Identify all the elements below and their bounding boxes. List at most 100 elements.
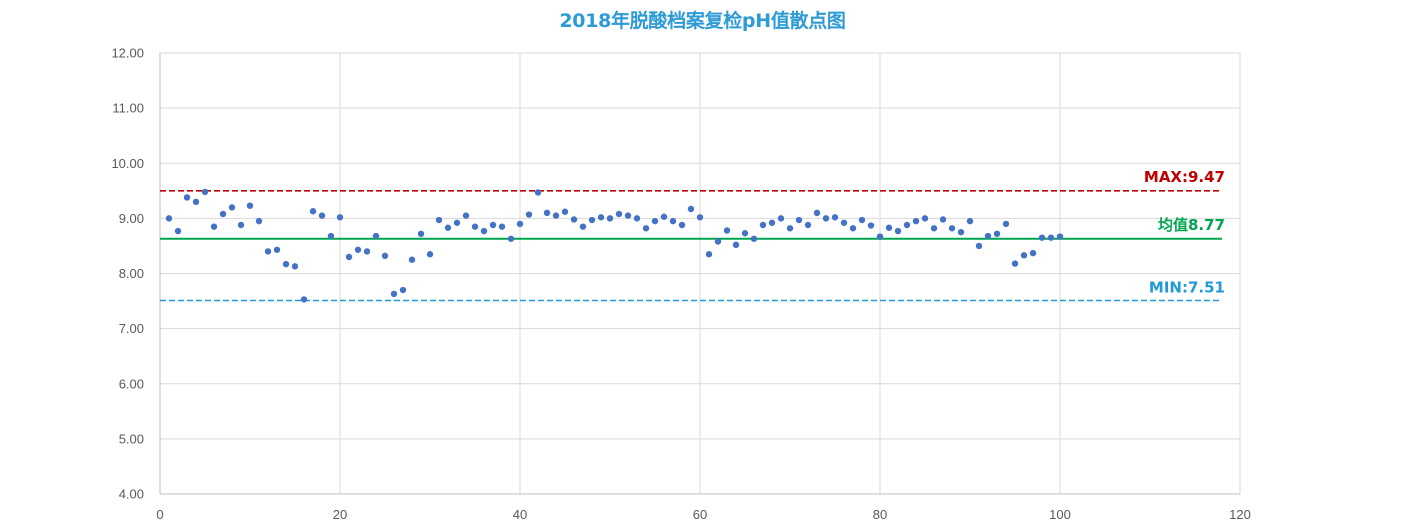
data-point bbox=[255, 217, 263, 225]
data-point bbox=[516, 220, 524, 228]
data-point bbox=[867, 222, 875, 229]
data-point bbox=[534, 189, 542, 196]
data-point bbox=[570, 216, 578, 223]
data-point bbox=[165, 215, 173, 222]
data-point bbox=[219, 210, 227, 218]
data-point bbox=[453, 219, 461, 226]
chart-title: 2018年脱酸档案复检pH值散点图 bbox=[559, 10, 846, 32]
data-point bbox=[840, 219, 848, 226]
mean-reference-label: 均值8.77 bbox=[1158, 216, 1225, 234]
data-point bbox=[498, 223, 506, 230]
x-tick-label: 100 bbox=[1049, 507, 1071, 522]
data-point bbox=[192, 198, 200, 206]
data-point bbox=[1020, 252, 1028, 259]
grid-lines bbox=[160, 52, 1241, 494]
data-point bbox=[543, 209, 551, 217]
data-point bbox=[750, 235, 758, 242]
data-point bbox=[714, 238, 722, 245]
data-point bbox=[183, 194, 191, 201]
x-tick-label: 20 bbox=[333, 507, 347, 522]
x-tick-label: 40 bbox=[513, 507, 527, 522]
data-point bbox=[417, 230, 425, 238]
data-point bbox=[813, 209, 821, 217]
data-point bbox=[741, 230, 749, 237]
y-tick-label: 12.00 bbox=[111, 46, 144, 61]
data-point bbox=[759, 221, 767, 229]
data-point bbox=[399, 286, 407, 294]
y-tick-label: 7.00 bbox=[119, 321, 144, 336]
data-point bbox=[426, 251, 434, 258]
data-point bbox=[975, 242, 983, 250]
data-point bbox=[246, 202, 254, 209]
x-tick-label: 0 bbox=[156, 507, 163, 522]
data-point bbox=[849, 225, 857, 232]
data-point bbox=[1047, 234, 1055, 241]
data-point bbox=[948, 225, 956, 232]
data-point bbox=[912, 217, 920, 225]
data-point bbox=[525, 211, 533, 218]
data-point bbox=[1002, 220, 1010, 228]
data-point bbox=[318, 212, 326, 219]
y-tick-label: 10.00 bbox=[111, 156, 144, 171]
data-point bbox=[471, 223, 479, 230]
data-point bbox=[885, 224, 893, 231]
data-point bbox=[957, 228, 965, 236]
y-tick-label: 5.00 bbox=[119, 431, 144, 446]
tick-labels: 4.00 5.00 6.00 7.00 8.00 9.00 10.00 11.00 12.00 0… bbox=[111, 46, 1250, 523]
data-point bbox=[291, 263, 299, 270]
data-point bbox=[660, 213, 668, 220]
data-point bbox=[228, 204, 236, 211]
data-point bbox=[723, 227, 731, 234]
data-point bbox=[327, 232, 335, 240]
data-point bbox=[282, 260, 290, 268]
data-point bbox=[552, 212, 560, 219]
data-point bbox=[579, 223, 587, 230]
data-points bbox=[165, 188, 1064, 303]
data-point bbox=[786, 225, 794, 232]
data-point bbox=[615, 210, 623, 218]
y-tick-label: 11.00 bbox=[112, 101, 144, 116]
data-point bbox=[264, 248, 272, 255]
y-tick-label: 4.00 bbox=[119, 487, 144, 502]
data-point bbox=[588, 216, 596, 224]
data-point bbox=[237, 221, 245, 229]
data-point bbox=[939, 216, 947, 223]
min-reference-label: MIN:7.51 bbox=[1149, 279, 1225, 297]
data-point bbox=[273, 246, 281, 253]
data-point bbox=[174, 227, 182, 235]
data-point bbox=[732, 241, 740, 249]
data-point bbox=[669, 217, 677, 225]
data-point bbox=[984, 232, 992, 240]
data-point bbox=[966, 217, 974, 225]
data-point bbox=[624, 212, 632, 219]
data-point bbox=[642, 225, 650, 232]
data-point bbox=[1029, 249, 1037, 257]
data-point bbox=[777, 215, 785, 222]
data-point bbox=[822, 215, 830, 222]
data-point bbox=[300, 296, 308, 303]
data-point bbox=[462, 212, 470, 219]
data-point bbox=[390, 290, 398, 298]
data-point bbox=[489, 221, 497, 229]
data-point bbox=[696, 214, 704, 221]
data-point bbox=[561, 208, 569, 215]
data-point bbox=[1056, 233, 1064, 240]
data-point bbox=[705, 251, 713, 258]
data-point bbox=[930, 225, 938, 232]
data-point bbox=[678, 221, 686, 229]
data-point bbox=[345, 253, 353, 261]
data-point bbox=[201, 188, 209, 196]
x-tick-label: 60 bbox=[693, 507, 707, 522]
data-point bbox=[804, 221, 812, 229]
data-point bbox=[903, 221, 911, 229]
data-point bbox=[354, 246, 362, 253]
data-point bbox=[1038, 234, 1046, 241]
data-point bbox=[768, 219, 776, 226]
data-point bbox=[993, 230, 1001, 238]
data-point bbox=[894, 227, 902, 235]
reference-lines: MAX:9.47 均值8.77 MIN:7.51 bbox=[160, 168, 1225, 302]
data-point bbox=[435, 216, 443, 224]
data-point bbox=[507, 235, 515, 242]
max-reference-label: MAX:9.47 bbox=[1144, 168, 1225, 186]
